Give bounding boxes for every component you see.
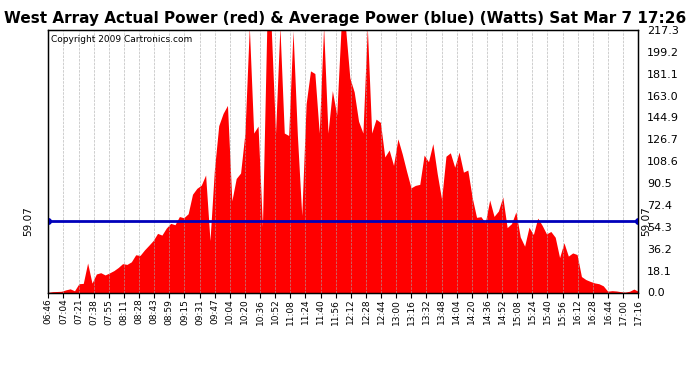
Text: 59.07: 59.07 <box>641 206 651 236</box>
Text: West Array Actual Power (red) & Average Power (blue) (Watts) Sat Mar 7 17:26: West Array Actual Power (red) & Average … <box>4 11 686 26</box>
Text: 59.07: 59.07 <box>23 206 33 236</box>
Text: Copyright 2009 Cartronics.com: Copyright 2009 Cartronics.com <box>51 35 193 44</box>
